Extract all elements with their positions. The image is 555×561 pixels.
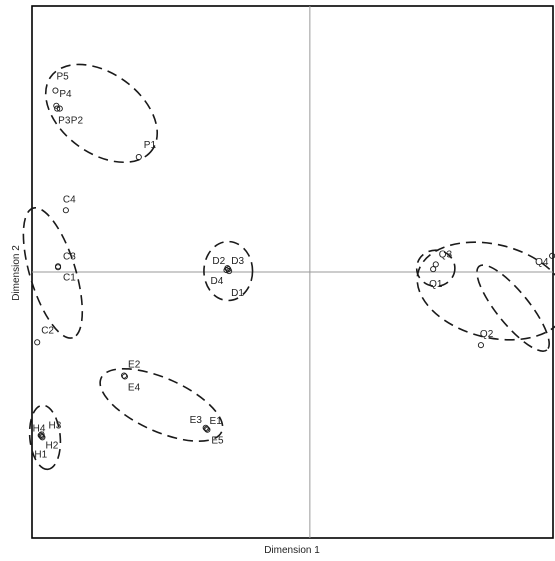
point-label-q4: Q4 xyxy=(535,257,549,268)
point-q4 xyxy=(549,252,555,259)
point-e1 xyxy=(203,425,210,432)
point-e2 xyxy=(120,372,128,379)
point-h3 xyxy=(38,431,45,438)
point-label-e5: E5 xyxy=(211,436,224,447)
point-label-e3: E3 xyxy=(190,415,203,426)
point-h2 xyxy=(38,433,45,440)
point-label-e1: E1 xyxy=(210,416,223,427)
point-e5 xyxy=(204,426,211,433)
point-label-p4: P4 xyxy=(59,89,72,100)
point-label-h3: H3 xyxy=(49,420,62,431)
cluster-ellipse-c xyxy=(22,207,84,339)
point-e4 xyxy=(121,373,128,380)
point-label-c1: C1 xyxy=(63,272,76,283)
cluster-ellipse-p xyxy=(44,63,159,164)
point-labels: P5 P4 P3 P2 P1 C4 C3 C1 C2 D2 D3 D4 D1 E2 E4 E3 E1 E5 H4 H3… xyxy=(33,72,549,461)
point-label-d2: D2 xyxy=(212,256,225,267)
point-h1 xyxy=(39,434,46,441)
reference-lines xyxy=(32,6,553,538)
point-label-h4: H4 xyxy=(33,423,46,434)
point-label-d4: D4 xyxy=(211,276,224,287)
point-label-h2: H2 xyxy=(46,440,59,451)
cluster-ellipse-d xyxy=(203,240,254,302)
point-label-p2: P2 xyxy=(71,116,84,127)
point-label-d3: D3 xyxy=(231,256,244,267)
point-label-c3: C3 xyxy=(63,251,76,262)
cluster-ellipse-h xyxy=(28,404,62,471)
cluster-ellipse-q-all xyxy=(416,241,555,341)
point-q2 xyxy=(477,342,484,349)
cluster-ellipse-q3q1 xyxy=(415,249,456,288)
y-axis-title: Dimension 2 xyxy=(11,245,22,301)
point-c4 xyxy=(62,207,69,214)
point-label-e2: E2 xyxy=(128,360,141,371)
point-q1 xyxy=(430,266,437,273)
point-label-q1: Q1 xyxy=(429,279,443,290)
point-label-p3: P3 xyxy=(58,116,71,127)
point-e3 xyxy=(202,424,209,431)
point-d1 xyxy=(226,267,233,275)
point-p1 xyxy=(135,153,142,161)
point-label-q2: Q2 xyxy=(480,329,494,340)
x-axis-title: Dimension 1 xyxy=(264,545,320,556)
point-p5 xyxy=(52,87,59,94)
point-p3 xyxy=(54,105,61,112)
point-h4 xyxy=(37,432,44,439)
point-label-p5: P5 xyxy=(56,72,69,83)
cluster-ellipse-q2q4 xyxy=(476,264,550,352)
data-points xyxy=(34,87,555,441)
point-c2 xyxy=(34,339,41,346)
point-label-q3: Q3 xyxy=(439,249,453,260)
point-d4 xyxy=(223,267,230,274)
point-p2 xyxy=(56,105,63,112)
point-label-e4: E4 xyxy=(128,383,141,394)
point-label-d1: D1 xyxy=(231,288,244,299)
point-label-c4: C4 xyxy=(63,194,76,205)
point-label-c2: C2 xyxy=(41,325,54,336)
point-c1 xyxy=(55,264,62,271)
point-label-h1: H1 xyxy=(34,449,47,460)
point-q3 xyxy=(432,261,439,268)
cluster-ellipses xyxy=(22,63,555,471)
point-label-p1: P1 xyxy=(144,140,157,151)
